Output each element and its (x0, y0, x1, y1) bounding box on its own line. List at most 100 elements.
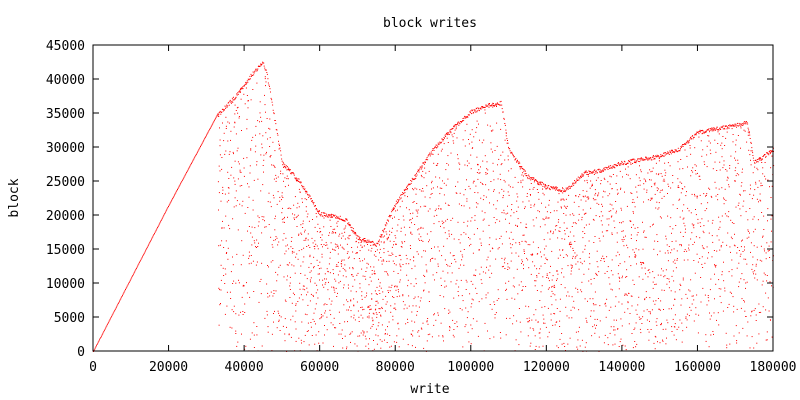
data-point (660, 156, 662, 158)
data-point (340, 244, 341, 246)
data-point (238, 279, 239, 281)
data-point (307, 194, 309, 196)
data-point (407, 322, 409, 323)
data-point (292, 248, 294, 249)
data-point (723, 164, 725, 166)
data-point (145, 249, 147, 251)
data-point (126, 285, 128, 287)
data-point (729, 291, 731, 293)
data-point (664, 154, 666, 156)
data-point (744, 190, 746, 192)
data-point (666, 244, 668, 246)
data-point (553, 186, 554, 188)
data-point (502, 265, 504, 267)
data-point (474, 110, 476, 112)
data-point (413, 256, 414, 258)
data-point (327, 271, 329, 273)
data-point (526, 257, 528, 259)
data-point (376, 249, 378, 251)
data-point (405, 323, 407, 325)
data-point (240, 88, 242, 90)
data-point (427, 155, 429, 157)
data-point (297, 214, 299, 216)
data-point (483, 218, 485, 220)
data-point (338, 311, 340, 313)
data-point (422, 188, 424, 189)
data-point (274, 150, 276, 152)
data-point (331, 286, 333, 288)
data-point (443, 221, 445, 223)
data-point (352, 251, 354, 253)
data-point (618, 164, 620, 166)
data-point (350, 229, 352, 231)
data-point (518, 163, 520, 165)
data-point (769, 186, 770, 188)
data-point (752, 157, 754, 159)
data-point (255, 145, 257, 147)
data-point (416, 314, 418, 316)
data-point (612, 174, 614, 175)
data-point (378, 312, 380, 313)
data-point (303, 256, 305, 258)
data-point (258, 301, 260, 303)
data-point (689, 145, 691, 146)
data-point (476, 111, 478, 113)
data-point (677, 161, 679, 163)
data-point (494, 104, 496, 106)
data-point (188, 167, 190, 169)
data-point (291, 237, 293, 238)
data-point (236, 345, 238, 347)
data-point (627, 308, 629, 310)
data-point (724, 290, 726, 292)
data-point (398, 200, 399, 202)
data-point (230, 174, 232, 176)
data-point (260, 154, 262, 156)
data-point (356, 237, 358, 239)
data-point (221, 168, 223, 170)
data-point (253, 74, 255, 76)
data-point (701, 130, 703, 131)
data-point (320, 314, 322, 316)
data-point (296, 226, 298, 227)
data-point (144, 251, 146, 253)
data-point (512, 154, 514, 156)
data-point (649, 297, 651, 299)
data-point (548, 287, 550, 289)
data-point (750, 242, 752, 244)
data-point (453, 125, 454, 127)
data-point (396, 202, 398, 204)
data-point (714, 273, 715, 275)
data-point (639, 328, 641, 330)
data-point (344, 220, 346, 222)
data-point (386, 223, 388, 225)
data-point (561, 343, 563, 345)
data-point (640, 169, 642, 171)
data-point (622, 275, 623, 277)
data-point (729, 343, 731, 345)
data-point (395, 256, 397, 257)
data-point (414, 321, 416, 323)
data-point (647, 157, 649, 159)
data-point (290, 246, 292, 248)
data-point (388, 220, 389, 222)
data-point (744, 130, 746, 132)
data-point (445, 133, 447, 135)
data-point (387, 250, 389, 252)
data-point (695, 214, 697, 216)
data-point (233, 126, 235, 128)
data-point (225, 128, 227, 129)
data-point (329, 214, 331, 216)
data-point (738, 262, 740, 264)
data-point (210, 126, 212, 128)
data-point (615, 183, 617, 184)
data-point (311, 335, 313, 336)
data-point (297, 179, 298, 181)
data-point (523, 175, 524, 177)
data-point (516, 225, 518, 227)
data-point (640, 332, 642, 334)
data-point (310, 281, 311, 283)
data-point (665, 343, 667, 345)
data-point (471, 217, 473, 219)
data-point (747, 131, 749, 133)
data-point (279, 264, 281, 266)
